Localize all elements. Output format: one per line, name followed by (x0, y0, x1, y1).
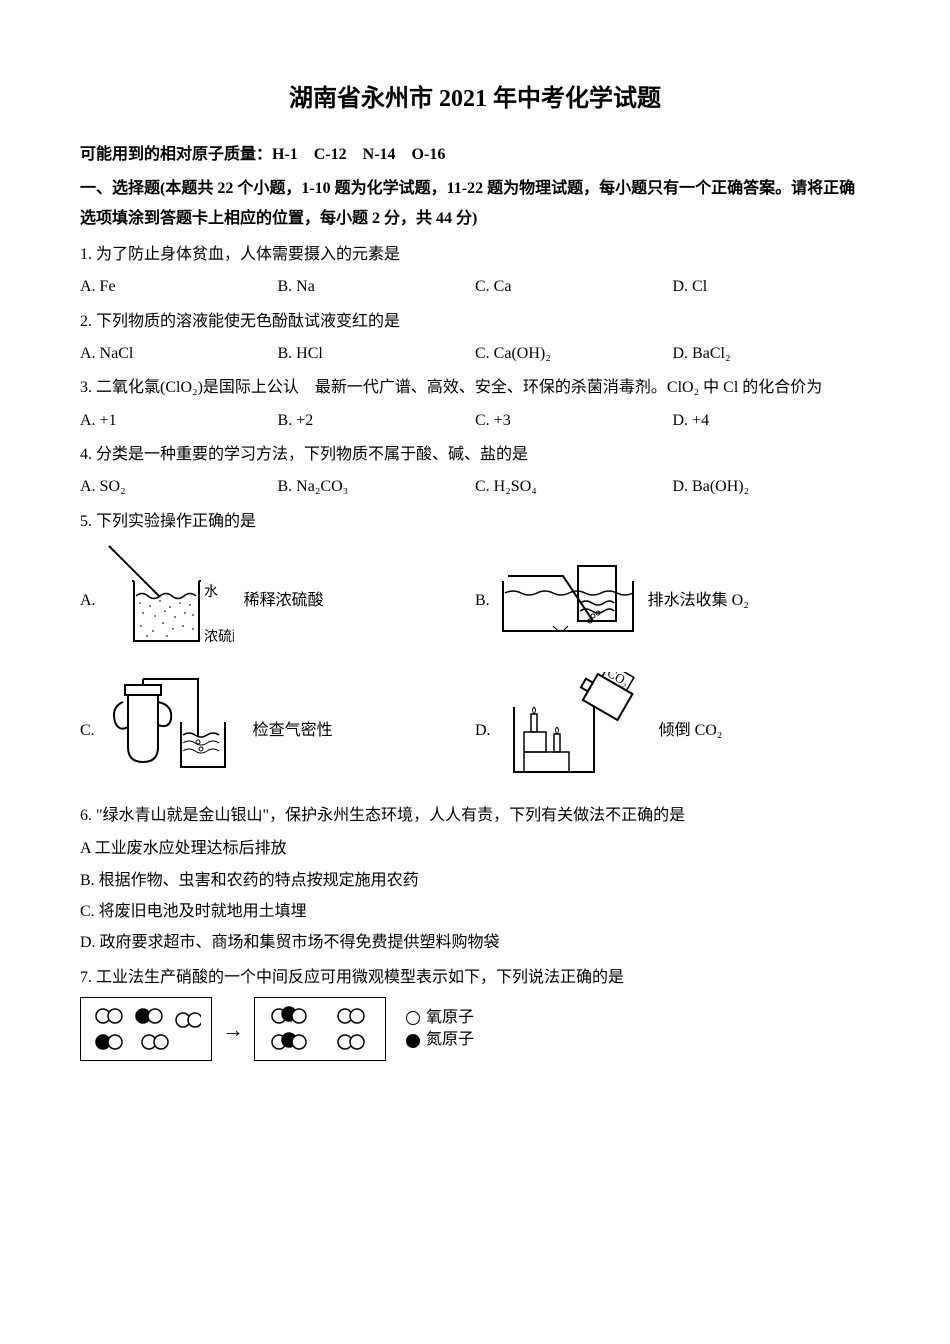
q1-option-b: B. Na (278, 274, 476, 300)
question-3: 3. 二氧化氯(ClO₂)是国际上公认 最新一代广谱、高效、安全、环保的杀菌消毒… (80, 374, 870, 433)
legend-nitrogen-label: 氮原子 (426, 1029, 474, 1051)
atom-legend: 氧原子 氮原子 (406, 1007, 474, 1052)
q5-item-b: B. (475, 551, 870, 650)
q6-statement-c: C. 将废旧电池及时就地用土填埋 (80, 898, 870, 925)
q6-statement-b: B. 根据作物、虫害和农药的特点按规定施用农药 (80, 867, 870, 894)
legend-oxygen-label: 氧原子 (426, 1007, 474, 1029)
q2-text: 2. 下列物质的溶液能使无色酚酞试液变红的是 (80, 308, 870, 335)
pour-co2-diagram: CO₂ (499, 672, 649, 791)
q1-option-d: D. Cl (673, 274, 871, 300)
q1-option-c: C. Ca (475, 274, 673, 300)
q6-statement-d: D. 政府要求超市、商场和集贸市场不得免费提供塑料购物袋 (80, 929, 870, 956)
q5-c-label: C. (80, 718, 95, 744)
reactants-box (80, 997, 212, 1061)
q4-options: A. SO₂ B. Na₂CO₃ C. H₂SO₄ D. Ba(OH)₂ (80, 474, 870, 500)
question-4: 4. 分类是一种重要的学习方法，下列物质不属于酸、碱、盐的是 A. SO₂ B.… (80, 441, 870, 500)
q3-options: A. +1 B. +2 C. +3 D. +4 (80, 408, 870, 434)
acid-label: 浓硫酸 (204, 629, 234, 645)
q7-reaction-diagram: → 氧原子 (80, 997, 870, 1061)
q3-option-b: B. +2 (278, 408, 476, 434)
q5-a-caption: 稀释浓硫酸 (244, 588, 324, 614)
q5-b-caption: 排水法收集 O₂ (648, 588, 749, 614)
q4-option-b: B. Na₂CO₃ (278, 474, 476, 500)
q5-row-2: C. (80, 672, 870, 791)
q2-option-c: C. Ca(OH)₂ (475, 341, 673, 367)
q4-option-c: C. H₂SO₄ (475, 474, 673, 500)
q5-item-a: A. (80, 541, 475, 660)
question-1: 1. 为了防止身体贫血，人体需要摄入的元素是 A. Fe B. Na C. Ca… (80, 241, 870, 300)
question-6: 6. "绿水青山就是金山银山"，保护永州生态环境，人人有责，下列有关做法不正确的… (80, 802, 870, 956)
page-title: 湖南省永州市 2021 年中考化学试题 (80, 80, 870, 118)
products-box (254, 997, 386, 1061)
q4-text: 4. 分类是一种重要的学习方法，下列物质不属于酸、碱、盐的是 (80, 441, 870, 468)
water-displacement-diagram (498, 551, 638, 650)
reaction-arrow-icon: → (222, 1012, 244, 1047)
q5-item-c: C. (80, 677, 475, 786)
q1-options: A. Fe B. Na C. Ca D. Cl (80, 274, 870, 300)
question-2: 2. 下列物质的溶液能使无色酚酞试液变红的是 A. NaCl B. HCl C.… (80, 308, 870, 367)
section-header: 一、选择题(本题共 22 个小题，1-10 题为化学试题，11-22 题为物理试… (80, 174, 870, 235)
dilute-acid-diagram: 水 浓硫酸 (104, 541, 234, 660)
q2-option-d: D. BaCl₂ (673, 341, 871, 367)
legend-nitrogen: 氮原子 (406, 1029, 474, 1051)
q3-text: 3. 二氧化氯(ClO₂)是国际上公认 最新一代广谱、高效、安全、环保的杀菌消毒… (80, 374, 870, 401)
q4-option-d: D. Ba(OH)₂ (673, 474, 871, 500)
q3-option-a: A. +1 (80, 408, 278, 434)
q7-text: 7. 工业法生产硝酸的一个中间反应可用微观模型表示如下，下列说法正确的是 (80, 964, 870, 991)
q2-options: A. NaCl B. HCl C. Ca(OH)₂ D. BaCl₂ (80, 341, 870, 367)
q5-b-label: B. (475, 588, 490, 614)
q3-option-c: C. +3 (475, 408, 673, 434)
q5-d-caption: 倾倒 CO₂ (659, 718, 723, 744)
question-7: 7. 工业法生产硝酸的一个中间反应可用微观模型表示如下，下列说法正确的是 (80, 964, 870, 1061)
q6-text: 6. "绿水青山就是金山银山"，保护永州生态环境，人人有责，下列有关做法不正确的… (80, 802, 870, 829)
legend-oxygen: 氧原子 (406, 1007, 474, 1029)
q4-option-a: A. SO₂ (80, 474, 278, 500)
nitrogen-atom-icon (406, 1034, 420, 1048)
atomic-mass-meta: 可能用到的相对原子质量：H-1 C-12 N-14 O-16 (80, 142, 870, 168)
q1-text: 1. 为了防止身体贫血，人体需要摄入的元素是 (80, 241, 870, 268)
q5-item-d: D. (475, 672, 870, 791)
q5-row-1: A. (80, 541, 870, 660)
q5-c-caption: 检查气密性 (253, 718, 333, 744)
question-5: 5. 下列实验操作正确的是 A. (80, 508, 870, 790)
q2-option-a: A. NaCl (80, 341, 278, 367)
q3-option-d: D. +4 (673, 408, 871, 434)
water-label: 水 (204, 584, 218, 600)
q1-option-a: A. Fe (80, 274, 278, 300)
oxygen-atom-icon (406, 1011, 420, 1025)
q2-option-b: B. HCl (278, 341, 476, 367)
airtightness-diagram (103, 677, 243, 786)
q6-statements: A 工业废水应处理达标后排放 B. 根据作物、虫害和农药的特点按规定施用农药 C… (80, 835, 870, 956)
q5-text: 5. 下列实验操作正确的是 (80, 508, 870, 535)
q5-a-label: A. (80, 588, 96, 614)
q6-statement-a: A 工业废水应处理达标后排放 (80, 835, 870, 862)
q5-d-label: D. (475, 718, 491, 744)
